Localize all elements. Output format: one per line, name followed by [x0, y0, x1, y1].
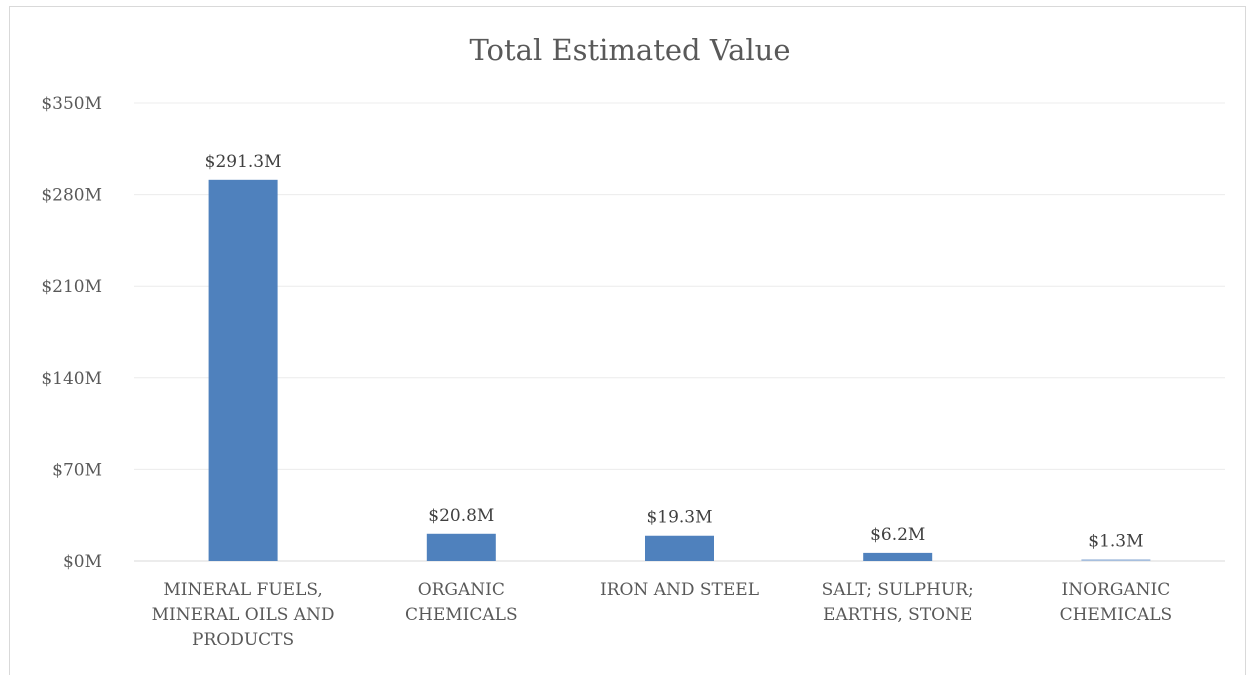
data-labels: $291.3M $20.8M $19.3M $6.2M $1.3M: [205, 152, 1144, 551]
data-label: $1.3M: [1088, 531, 1143, 551]
x-tick-label-line: MINERAL OILS AND: [152, 605, 335, 625]
y-tick-label: $0M: [63, 552, 102, 572]
x-tick-label-line: IRON AND STEEL: [600, 580, 759, 600]
y-tick-label: $210M: [41, 277, 102, 297]
bar: [208, 179, 278, 561]
bars: [208, 179, 1151, 561]
x-axis-ticks: MINERAL FUELS, MINERAL OILS AND PRODUCTS OR…: [152, 580, 1173, 650]
bar: [645, 535, 714, 561]
y-tick-label: $70M: [52, 460, 102, 480]
x-tick-label: MINERAL FUELS, MINERAL OILS AND PRODUCTS: [152, 580, 335, 650]
x-tick-label: SALT; SULPHUR; EARTHS, STONE: [822, 580, 974, 625]
bar-chart: Total Estimated Value $0M$70M$140M$210M$…: [41, 33, 1225, 650]
bar: [1081, 559, 1151, 561]
chart-container: Total Estimated Value $0M $70M $140M $210M $…: [9, 6, 1246, 675]
x-tick-label-line: EARTHS, STONE: [823, 605, 972, 625]
bar: [863, 552, 933, 561]
bar: [426, 533, 496, 561]
x-tick-label-line: SALT; SULPHUR;: [822, 580, 974, 600]
x-tick-label-line: PRODUCTS: [192, 630, 294, 650]
x-tick-label: IRON AND STEEL: [600, 580, 759, 600]
x-tick-label-line: MINERAL FUELS,: [163, 580, 322, 600]
y-axis-ticks: $0M $70M $140M $210M $280M $350M: [41, 94, 102, 572]
y-tick-label: $350M: [41, 94, 102, 114]
x-tick-label: ORGANIC CHEMICALS: [405, 580, 518, 625]
data-label: $19.3M: [646, 508, 712, 528]
chart-title: Total Estimated Value: [469, 33, 790, 67]
x-tick-label-line: CHEMICALS: [1060, 605, 1173, 625]
x-tick-label: INORGANIC CHEMICALS: [1060, 580, 1173, 625]
x-tick-label-line: INORGANIC: [1062, 580, 1171, 600]
data-label: $20.8M: [428, 506, 494, 526]
x-tick-label-line: ORGANIC: [418, 580, 505, 600]
x-tick-label-line: CHEMICALS: [405, 605, 518, 625]
data-label: $6.2M: [870, 525, 925, 545]
data-label: $291.3M: [205, 152, 282, 172]
y-tick-label: $140M: [41, 369, 102, 389]
y-tick-label: $280M: [41, 186, 102, 206]
gridlines: [134, 102, 1225, 562]
